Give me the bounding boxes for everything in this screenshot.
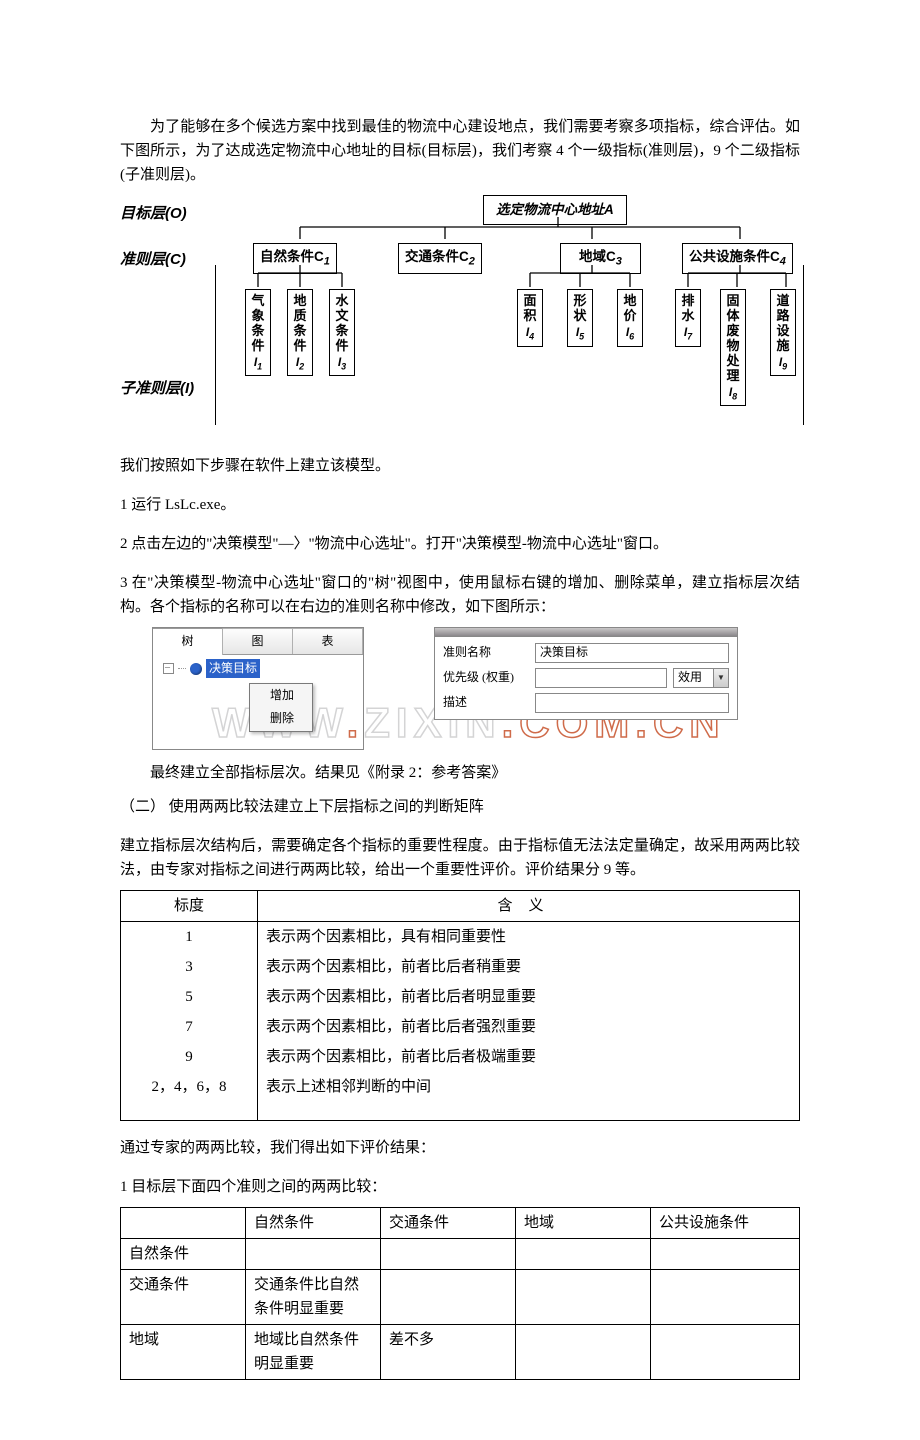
table-cell: 交通条件比自然条件明显重要 — [246, 1270, 381, 1325]
after-table-p2: 1 目标层下面四个准则之间的两两比较： — [120, 1175, 800, 1199]
table-row-header: 自然条件 — [121, 1239, 246, 1270]
menu-delete[interactable]: 删除 — [250, 707, 312, 730]
subcriteria-box: 水文条件 I3 — [329, 289, 355, 376]
subcriteria-box: 形状 I5 — [567, 289, 593, 347]
step-2: 2 点击左边的"决策模型"—〉"物流中心选址"。打开"决策模型-物流中心选址"窗… — [120, 532, 800, 556]
table-row-header: 地域 — [121, 1325, 246, 1380]
subcriteria-box: 气象条件 I1 — [245, 289, 271, 376]
hierarchy-figure: 目标层(O) 选定物流中心地址A 准则层(C) — [120, 195, 800, 439]
label-priority: 优先级 (权重) — [443, 668, 529, 687]
table-header: 公共设施条件 — [651, 1208, 800, 1239]
tab-table[interactable]: 表 — [293, 628, 363, 654]
after-table-p1: 通过专家的两两比较，我们得出如下评价结果： — [120, 1136, 800, 1160]
layer-label-C: 准则层(C) — [120, 244, 220, 272]
layer-label-O: 目标层(O) — [120, 198, 220, 226]
table-cell: 3 — [121, 952, 257, 982]
table-cell — [516, 1270, 651, 1325]
ui-screenshot-figure: WWW.ZIXIN.COM.CN 树 图 表 决策目标 增加 删除 — [152, 627, 800, 757]
comparison-table: 自然条件 交通条件 地域 公共设施条件 自然条件 交通条件 交通条件比自然条件明… — [120, 1207, 800, 1380]
subcriteria-box: 地质条件 I2 — [287, 289, 313, 376]
label-criterion-name: 准则名称 — [443, 643, 529, 662]
context-menu: 增加 删除 — [249, 683, 313, 731]
subcriteria-box: 道路设施 I9 — [770, 289, 796, 376]
tab-graph[interactable]: 图 — [223, 628, 293, 654]
table-cell: 表示两个因素相比，前者比后者强烈重要 — [258, 1012, 799, 1042]
input-priority[interactable] — [535, 668, 667, 688]
table-header: 含义 — [258, 891, 800, 922]
table-cell — [246, 1239, 381, 1270]
subcriteria-box: 固体废物处理 I8 — [720, 289, 746, 406]
input-description[interactable] — [535, 693, 729, 713]
table-cell: 差不多 — [381, 1325, 516, 1380]
input-criterion-name[interactable]: 决策目标 — [535, 643, 729, 663]
table-header: 交通条件 — [381, 1208, 516, 1239]
step-1: 1 运行 LsLc.exe。 — [120, 493, 800, 517]
combo-effect[interactable]: 效用 ▼ — [673, 668, 729, 688]
step-3: 3 在"决策模型-物流中心选址"窗口的"树"视图中，使用鼠标右键的增加、删除菜单… — [120, 571, 800, 619]
table-cell: 地域比自然条件明显重要 — [246, 1325, 381, 1380]
combo-effect-label: 效用 — [674, 668, 713, 687]
tab-tree[interactable]: 树 — [153, 628, 223, 655]
tree-root[interactable]: 决策目标 — [163, 659, 357, 678]
figure-caption: 最终建立全部指标层次。结果见《附录 2：参考答案》 — [120, 761, 800, 785]
table-cell: 1 — [121, 922, 257, 952]
section-paragraph: 建立指标层次结构后，需要确定各个指标的重要性程度。由于指标值无法法定量确定，故采… — [120, 834, 800, 882]
table-cell — [651, 1239, 800, 1270]
globe-icon — [190, 663, 202, 675]
table-cell: 2，4，6，8 — [121, 1072, 257, 1102]
table-cell — [651, 1270, 800, 1325]
table-cell: 表示两个因素相比，前者比后者稍重要 — [258, 952, 799, 982]
subcriteria-box: 地价 I6 — [617, 289, 643, 347]
section-title: （二） 使用两两比较法建立上下层指标之间的判断矩阵 — [120, 795, 800, 819]
table-cell — [381, 1239, 516, 1270]
table-cell: 5 — [121, 982, 257, 1012]
expand-icon[interactable] — [163, 663, 174, 674]
intro-paragraph: 为了能够在多个候选方案中找到最佳的物流中心建设地点，我们需要考察多项指标，综合评… — [120, 115, 800, 187]
table-cell: 表示上述相邻判断的中间 — [258, 1072, 799, 1102]
subcriteria-box: 面积 I4 — [517, 289, 543, 347]
label-description: 描述 — [443, 693, 529, 712]
table-cell — [651, 1325, 800, 1380]
table-cell — [516, 1239, 651, 1270]
properties-panel: 准则名称 决策目标 优先级 (权重) 效用 ▼ 描述 — [434, 627, 738, 720]
subcriteria-box: 排水 I7 — [675, 289, 701, 347]
table-header: 标度 — [121, 891, 258, 922]
table-cell — [381, 1270, 516, 1325]
scale-table: 标度 含义 1 3 5 7 9 2，4，6，8 — [120, 890, 800, 1121]
table-header: 自然条件 — [246, 1208, 381, 1239]
chevron-down-icon[interactable]: ▼ — [713, 669, 728, 687]
table-cell — [121, 1208, 246, 1239]
layer-label-I: 子准则层(I) — [120, 327, 220, 401]
tree-panel: 树 图 表 决策目标 增加 删除 — [152, 627, 364, 750]
table-cell: 表示两个因素相比，前者比后者极端重要 — [258, 1042, 799, 1072]
table-cell: 表示两个因素相比，具有相同重要性 — [258, 922, 799, 952]
tree-root-label: 决策目标 — [206, 659, 260, 678]
table-cell: 表示两个因素相比，前者比后者明显重要 — [258, 982, 799, 1012]
table-row-header: 交通条件 — [121, 1270, 246, 1325]
table-cell: 7 — [121, 1012, 257, 1042]
menu-add[interactable]: 增加 — [250, 684, 312, 707]
table-cell: 9 — [121, 1042, 257, 1072]
steps-intro: 我们按照如下步骤在软件上建立该模型。 — [120, 454, 800, 478]
table-header: 地域 — [516, 1208, 651, 1239]
table-cell — [516, 1325, 651, 1380]
